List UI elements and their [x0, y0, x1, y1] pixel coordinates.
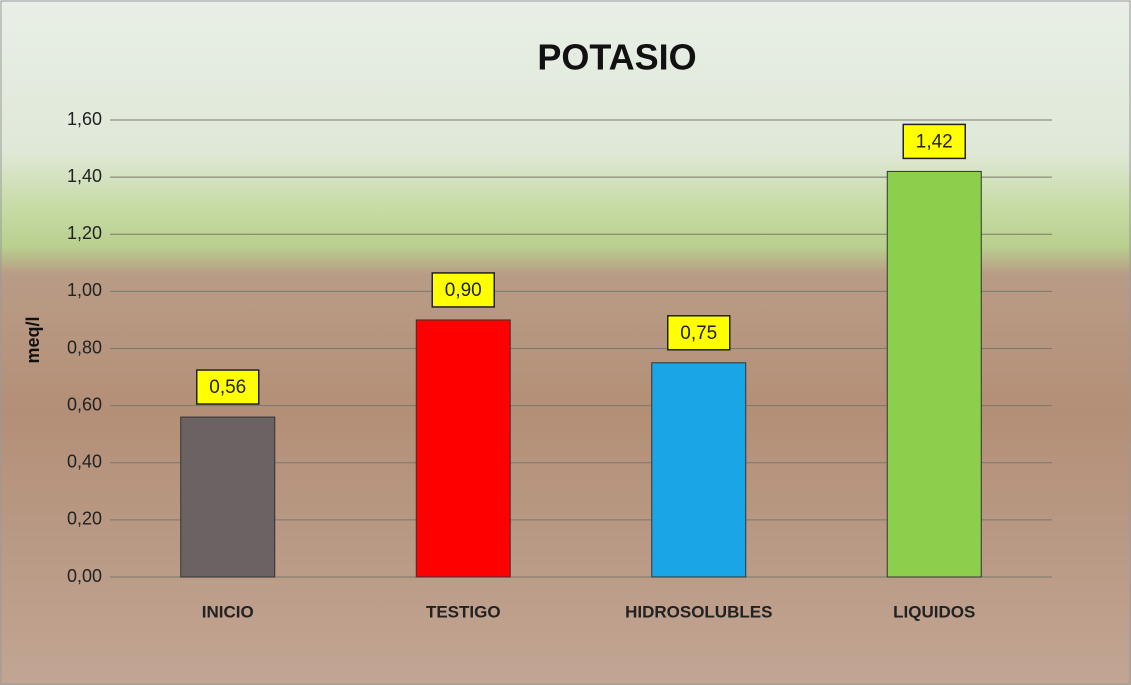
y-tick-label: 0,80	[67, 337, 102, 357]
y-tick-label: 1,40	[67, 166, 102, 186]
value-label-box	[196, 369, 260, 405]
value-label: 1,42	[916, 131, 953, 152]
x-tick-label: INICIO	[202, 602, 254, 621]
chart-title: POTASIO	[537, 37, 696, 78]
y-tick-label: 0,40	[67, 452, 102, 472]
bar	[886, 170, 982, 578]
x-tick-label: TESTIGO	[426, 602, 501, 621]
bar	[180, 416, 276, 578]
value-label-box	[431, 272, 495, 308]
x-tick-label: HIDROSOLUBLES	[625, 602, 772, 621]
y-tick-label: 1,60	[67, 109, 102, 129]
value-label: 0,56	[209, 377, 246, 398]
value-label-box	[902, 123, 966, 160]
y-tick-label: 1,20	[67, 223, 102, 243]
y-axis-label: meq/l	[23, 316, 43, 363]
y-tick-label: 0,20	[67, 509, 102, 529]
bar	[651, 362, 747, 578]
value-label: 0,90	[445, 280, 482, 301]
y-tick-label: 0,60	[67, 394, 102, 414]
bar	[415, 319, 511, 578]
value-label-box	[667, 315, 731, 351]
y-tick-label: 0,00	[67, 566, 102, 586]
x-tick-label: LIQUIDOS	[893, 602, 975, 621]
y-tick-label: 1,00	[67, 280, 102, 300]
value-label: 0,75	[680, 323, 717, 344]
